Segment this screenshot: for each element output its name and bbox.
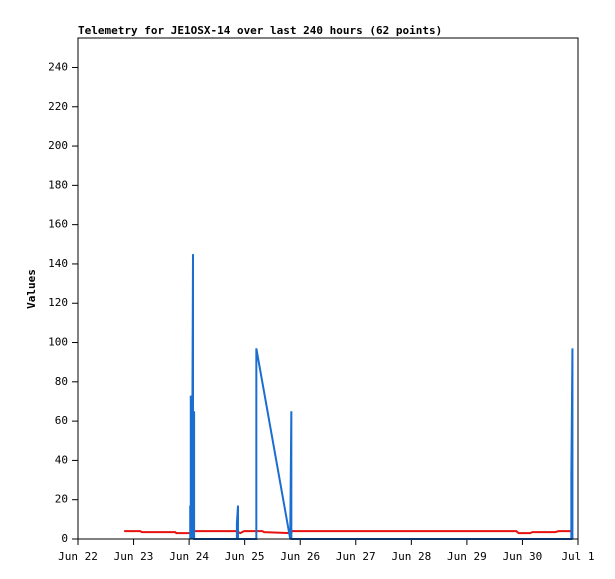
x-tick-label: Jun 24 xyxy=(169,550,209,563)
x-tick-label: Jun 25 xyxy=(225,550,265,563)
x-tick-label: Jun 22 xyxy=(58,550,98,563)
y-tick-label: 80 xyxy=(55,375,68,388)
y-axis-label: Values xyxy=(25,269,38,309)
x-tick-label: Jun 28 xyxy=(391,550,431,563)
y-tick-label: 0 xyxy=(61,532,68,545)
plot-frame xyxy=(77,37,579,540)
y-tick-label: 120 xyxy=(48,296,68,309)
series-line xyxy=(189,254,574,540)
y-tick-label: 140 xyxy=(48,257,68,270)
x-tick-label: Jul 1 xyxy=(561,550,594,563)
y-tick-label: 20 xyxy=(55,493,68,506)
y-tick-label: 200 xyxy=(48,139,68,152)
y-tick-label: 240 xyxy=(48,60,68,73)
x-tick-label: Jun 26 xyxy=(280,550,320,563)
chart-title: Telemetry for JE1OSX-14 over last 240 ho… xyxy=(78,24,442,37)
x-tick-label: Jun 30 xyxy=(503,550,543,563)
y-tick-label: 100 xyxy=(48,336,68,349)
y-tick-label: 60 xyxy=(55,414,68,427)
y-tick-label: 40 xyxy=(55,453,68,466)
x-tick-label: Jun 23 xyxy=(114,550,154,563)
y-tick-label: 220 xyxy=(48,100,68,113)
series-line xyxy=(124,530,573,535)
y-tick-label: 180 xyxy=(48,178,68,191)
x-tick-label: Jun 29 xyxy=(447,550,487,563)
x-tick-label: Jun 27 xyxy=(336,550,376,563)
y-tick-label: 160 xyxy=(48,218,68,231)
